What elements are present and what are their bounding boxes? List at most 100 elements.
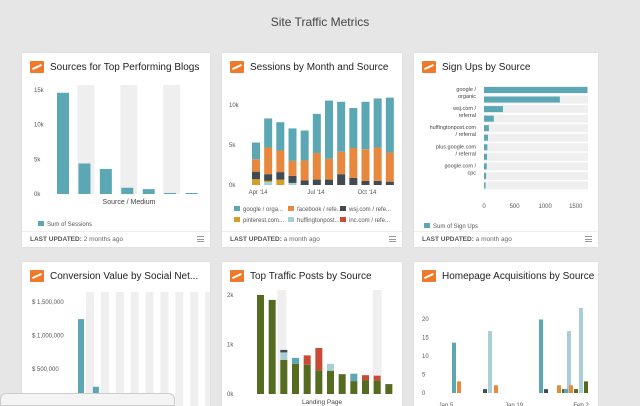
bar-background [160, 292, 169, 406]
bar-background [86, 292, 94, 406]
bar-background [175, 292, 184, 406]
bar-segment [252, 179, 260, 185]
x-tick-label: Jan 19 [505, 403, 524, 406]
card-title-text: Top Traffic Posts by Source [250, 270, 372, 282]
bar-segment [373, 147, 382, 181]
bar-segment [325, 179, 333, 185]
y-tick-label: $ 500,000 [32, 367, 59, 373]
last-updated-value: a month ago [475, 236, 512, 243]
app-logo-icon [30, 270, 44, 282]
x-tick-label: 1500 [569, 204, 583, 210]
legend-swatch [340, 206, 346, 211]
y-tick-label: 0 [422, 391, 426, 397]
app-logo-icon [230, 61, 244, 73]
legend-label: Sum of Sign Ups [433, 224, 478, 230]
bar-segment [325, 158, 333, 180]
y-tick-label: 20 [422, 317, 429, 323]
card-title-text: Sign Ups by Source [442, 61, 531, 73]
x-tick-label: 500 [510, 204, 521, 210]
bar-segment [276, 172, 285, 180]
bar [544, 389, 548, 393]
card-homepage-acquisitions[interactable]: Homepage Acquisitions by Source 20 15 10 5 0… [414, 262, 598, 406]
card-title-text: Homepage Acquisitions by Source [442, 270, 595, 282]
bar-background [484, 171, 588, 180]
bar [539, 319, 543, 393]
card-title-text: Sources for Top Performing Blogs [50, 61, 200, 73]
bar [484, 172, 487, 179]
bar [484, 96, 560, 103]
page-title: Site Traffic Metrics [270, 15, 370, 29]
bar-segment [303, 355, 311, 365]
app-logo-icon [422, 61, 436, 73]
bar-segment [292, 357, 299, 364]
last-updated-value: 2 months ago [83, 236, 124, 243]
chart-sessions-by-month: 10k 5k 0k Apr '14 Jul '14 Oct '14 google / org… [229, 97, 394, 224]
bar-segment [349, 147, 358, 178]
bar-segment [362, 375, 369, 381]
bar-segment [350, 373, 358, 382]
x-tick-label: 1000 [538, 204, 552, 210]
card-title: Sign Ups by Source [422, 59, 530, 75]
bar-segment [361, 149, 370, 181]
bar-segment [264, 182, 273, 185]
bar-segment [276, 122, 285, 151]
app-logo-icon [422, 270, 436, 282]
y-tick-label: $ 1,500,000 [32, 300, 64, 306]
bar-segment [288, 182, 297, 185]
bar-segment [385, 97, 394, 153]
y-tick-label: 0k [227, 392, 234, 398]
bar-segment [385, 152, 394, 182]
card-top-traffic-posts[interactable]: Top Traffic Posts by Source 2k 1k 0k Landin… [222, 262, 402, 406]
legend-label: facebook / refe... [297, 207, 342, 213]
bar-segment [257, 294, 264, 394]
legend-swatch [38, 221, 44, 226]
card-sources-top-blogs[interactable]: Sources for Top Performing Blogs 15k 10k 5… [22, 53, 210, 247]
y-category-label: referral [459, 113, 476, 119]
card-conversion-value[interactable]: Conversion Value by Social Net... $ 1,50… [22, 262, 210, 406]
x-axis-label: Source / Medium [103, 199, 156, 206]
chart-sign-ups-by-source: google /organic wsj.com /referral huffingt… [424, 86, 588, 230]
bar [483, 389, 487, 393]
bar-background [100, 292, 109, 406]
y-tick-label: 5 [422, 373, 426, 379]
scrollbar-handle[interactable] [0, 393, 175, 406]
menu-icon[interactable] [389, 236, 396, 242]
bar-segment [338, 374, 346, 394]
y-category-label: wsj.com / [452, 106, 476, 112]
bar-segment [288, 128, 297, 161]
card-sign-ups-by-source[interactable]: Sign Ups by Source google / organic wsj.co… [414, 53, 598, 247]
bar-segment [300, 130, 309, 161]
bar-segment [312, 113, 321, 153]
y-category-label: google / [456, 87, 476, 93]
bar [99, 169, 112, 194]
legend-swatch [234, 217, 240, 222]
last-updated-label: LAST UPDATED: [422, 236, 474, 243]
bar-segment [362, 380, 369, 394]
bar-background [190, 292, 199, 406]
bar [484, 153, 488, 160]
bar-background [205, 292, 210, 406]
bar-segment [350, 381, 358, 394]
bar-segment [252, 159, 260, 172]
bar [569, 385, 573, 393]
bar-segment [312, 179, 321, 185]
menu-icon[interactable] [585, 236, 592, 242]
menu-icon[interactable] [197, 236, 204, 242]
y-tick-label: $ 1,000,000 [32, 334, 64, 340]
card-title: Sources for Top Performing Blogs [30, 59, 199, 75]
y-tick-label: 1k [227, 343, 234, 349]
y-tick-label: 2k [227, 293, 234, 299]
chart-conversion-value: $ 1,500,000 $ 1,000,000 $ 500,000 [32, 292, 210, 406]
bar [484, 182, 486, 189]
bar-segment [349, 108, 358, 148]
bar [574, 389, 578, 393]
card-sessions-by-month[interactable]: Sessions by Month and Source 10k 5k 0k Apr … [222, 53, 402, 247]
legend-swatch [288, 206, 294, 211]
card-footer: LAST UPDATED: a month ago [414, 231, 598, 247]
bar-segment [303, 364, 311, 394]
x-tick-label: Oct '14 [358, 190, 377, 196]
last-updated-value: a month ago [283, 236, 320, 243]
card-title: Conversion Value by Social Net... [30, 268, 198, 284]
bar [484, 115, 494, 122]
y-tick-label: 15 [422, 336, 429, 342]
